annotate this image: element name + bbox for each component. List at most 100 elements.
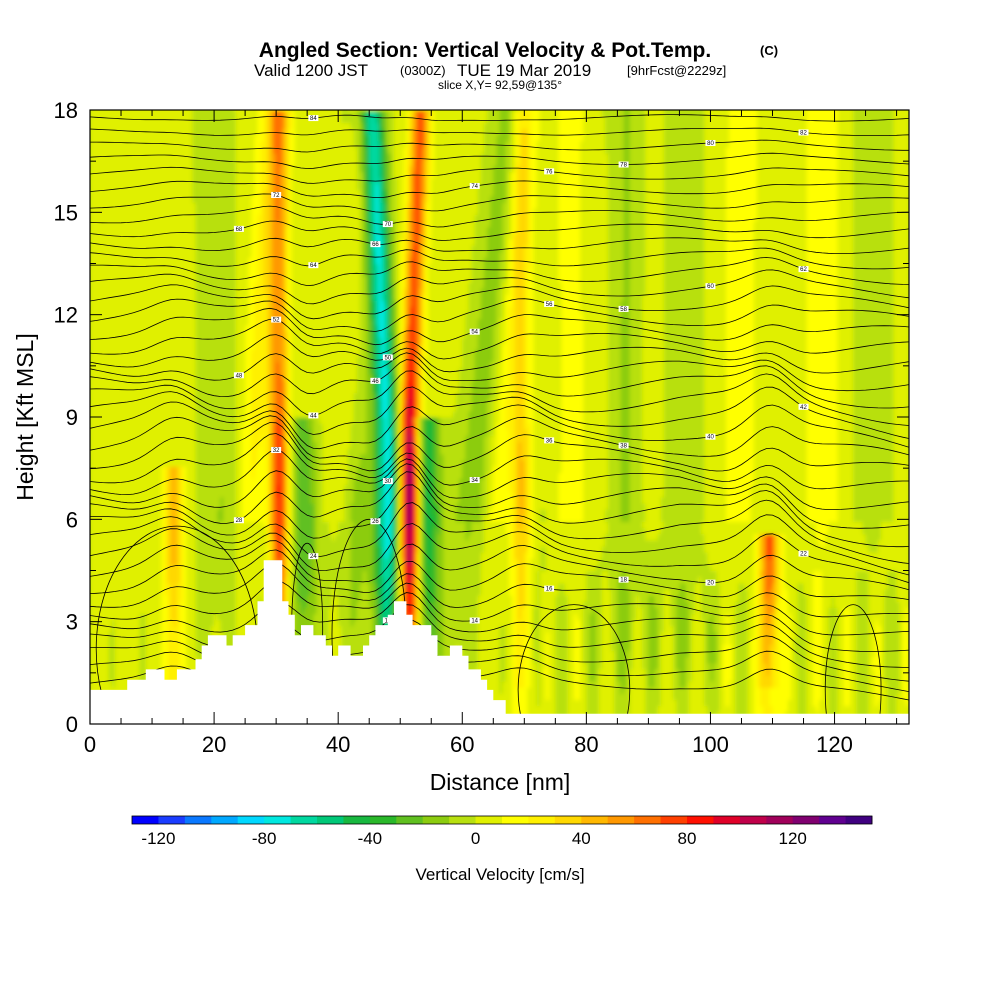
velocity-cell	[558, 705, 563, 713]
velocity-cell	[657, 699, 662, 707]
velocity-cell	[645, 693, 650, 701]
velocity-cell	[719, 693, 724, 701]
velocity-cell	[570, 674, 575, 682]
velocity-cell	[871, 687, 876, 694]
velocity-cell	[626, 674, 631, 682]
velocity-cell	[632, 681, 637, 688]
velocity-cell	[580, 674, 584, 682]
velocity-cell	[828, 705, 833, 713]
velocity-cell	[704, 699, 708, 707]
velocity-cell	[493, 681, 497, 688]
velocity-cell	[769, 705, 774, 713]
velocity-cell	[850, 699, 854, 707]
velocity-cell	[741, 687, 746, 694]
velocity-cell	[856, 668, 860, 676]
velocity-cell	[819, 668, 823, 676]
velocity-cell	[511, 668, 516, 676]
velocity-cell	[139, 662, 144, 670]
velocity-cell	[651, 705, 656, 713]
velocity-cell	[515, 668, 519, 676]
velocity-cell	[710, 687, 715, 694]
velocity-cell	[701, 662, 705, 670]
velocity-cell	[608, 687, 612, 694]
velocity-cell	[552, 693, 556, 701]
velocity-cell	[502, 687, 507, 694]
velocity-cell	[673, 662, 677, 670]
velocity-cell	[667, 662, 671, 670]
velocity-cell	[598, 668, 603, 676]
velocity-cell	[753, 699, 758, 707]
velocity-cell	[865, 699, 870, 707]
velocity-cell	[732, 699, 736, 707]
velocity-cell	[490, 668, 494, 676]
velocity-cell	[573, 674, 578, 682]
velocity-cell	[623, 705, 628, 713]
velocity-cell	[580, 668, 584, 676]
velocity-cell	[763, 705, 767, 713]
velocity-cell	[698, 674, 702, 682]
velocity-cell	[760, 668, 764, 676]
velocity-cell	[741, 699, 746, 707]
velocity-cell	[617, 687, 622, 694]
velocity-cell	[530, 687, 535, 694]
velocity-cell	[626, 662, 631, 670]
velocity-cell	[760, 705, 764, 713]
velocity-cell	[111, 681, 116, 688]
velocity-cell	[164, 662, 169, 670]
velocity-cell	[167, 668, 172, 676]
velocity-cell	[781, 699, 786, 707]
velocity-cell	[688, 668, 693, 676]
velocity-cell	[552, 699, 556, 707]
velocity-cell	[511, 705, 516, 713]
velocity-cell	[639, 687, 643, 694]
velocity-cell	[877, 705, 882, 713]
velocity-cell	[716, 705, 721, 713]
velocity-cell	[735, 705, 739, 713]
velocity-cell	[778, 668, 783, 676]
velocity-cell	[595, 687, 600, 694]
velocity-cell	[505, 693, 510, 701]
velocity-cell	[713, 681, 718, 688]
velocity-cell	[868, 693, 873, 701]
velocity-cell	[877, 693, 882, 701]
velocity-cell	[775, 674, 780, 682]
velocity-cell	[701, 687, 705, 694]
velocity-cell	[667, 668, 671, 676]
velocity-cell	[747, 699, 752, 707]
velocity-cell	[546, 674, 550, 682]
velocity-cell	[766, 681, 770, 688]
velocity-cell	[617, 705, 622, 713]
velocity-cell	[713, 662, 718, 670]
velocity-cell	[862, 687, 867, 694]
velocity-cell	[90, 668, 94, 676]
velocity-cell	[722, 681, 727, 688]
velocity-cell	[670, 693, 674, 701]
velocity-cell	[105, 668, 110, 676]
velocity-cell	[663, 687, 668, 694]
velocity-cell	[542, 681, 547, 688]
velocity-cell	[794, 693, 798, 701]
velocity-cell	[667, 693, 671, 701]
velocity-cell	[623, 687, 628, 694]
velocity-cell	[902, 674, 907, 682]
velocity-cell	[850, 693, 854, 701]
velocity-cell	[896, 681, 901, 688]
velocity-cell	[896, 674, 901, 682]
velocity-cell	[788, 693, 792, 701]
velocity-cell	[648, 674, 653, 682]
velocity-cell	[648, 662, 653, 670]
velocity-cell	[96, 681, 100, 688]
velocity-cell	[676, 705, 681, 713]
velocity-cell	[890, 687, 895, 694]
velocity-cell	[896, 687, 901, 694]
velocity-cell	[769, 668, 774, 676]
velocity-cell	[704, 662, 708, 670]
velocity-cell	[515, 693, 519, 701]
velocity-cell	[899, 674, 904, 682]
velocity-cell	[601, 693, 606, 701]
velocity-cell	[800, 705, 805, 713]
velocity-cell	[853, 699, 857, 707]
velocity-cell	[524, 668, 529, 676]
velocity-cell	[620, 668, 625, 676]
velocity-cell	[760, 681, 764, 688]
